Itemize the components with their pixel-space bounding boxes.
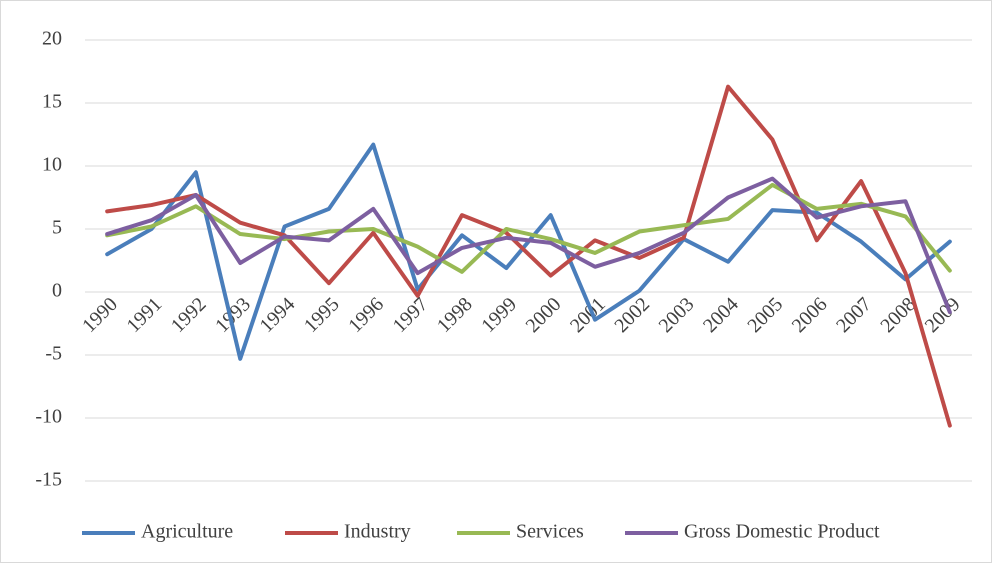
y-tick-label: -10 <box>35 406 62 428</box>
legend-label: Industry <box>344 521 411 543</box>
y-tick-label: 10 <box>42 154 62 176</box>
y-tick-label: 5 <box>52 217 62 239</box>
series-line <box>105 176 952 315</box>
legend-label: Agriculture <box>141 521 233 543</box>
series-line <box>105 182 952 274</box>
legend-label: Services <box>516 521 584 543</box>
legend-label: Gross Domestic Product <box>684 521 880 543</box>
y-tick-label: -15 <box>35 469 62 491</box>
y-tick-label: 0 <box>52 280 62 302</box>
series-line <box>105 84 952 428</box>
y-tick-label: 20 <box>42 28 62 50</box>
y-tick-label: 15 <box>42 91 62 113</box>
y-tick-label: -5 <box>45 343 62 365</box>
